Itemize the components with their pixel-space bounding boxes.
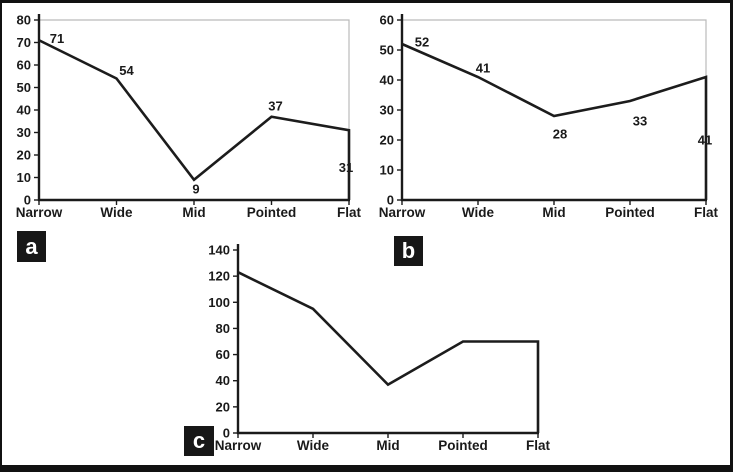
series-line-a xyxy=(38,39,351,200)
x-category-label: Pointed xyxy=(605,205,655,220)
y-tick-label: 20 xyxy=(380,133,394,148)
data-label-b-mid: 28 xyxy=(553,127,567,142)
y-tick-label: 60 xyxy=(380,13,394,28)
y-tick-label: 0 xyxy=(223,426,230,441)
y-tick-label: 40 xyxy=(17,103,31,118)
data-label-a-narrow: 71 xyxy=(50,31,64,46)
y-tick-label: 140 xyxy=(208,243,230,258)
panel-label-a-text: a xyxy=(25,233,38,259)
y-tick-label: 10 xyxy=(17,170,31,185)
y-tick-label: 40 xyxy=(216,373,230,388)
data-label-b-narrow: 52 xyxy=(415,35,429,50)
data-label-a-mid: 9 xyxy=(192,181,199,196)
x-category-label: Mid xyxy=(182,205,205,220)
x-category-label: Narrow xyxy=(215,438,262,453)
panel-label-c-text: c xyxy=(192,428,206,453)
x-category-label: Mid xyxy=(376,438,399,453)
series-line-b xyxy=(401,42,708,200)
x-category-label: Flat xyxy=(694,205,719,220)
x-category-label: Flat xyxy=(526,438,551,453)
y-tick-label: 20 xyxy=(216,399,230,414)
data-label-b-wide: 41 xyxy=(476,61,490,76)
y-tick-label: 80 xyxy=(216,321,230,336)
y-tick-label: 60 xyxy=(216,347,230,362)
data-label-b-flat: 41 xyxy=(698,133,712,148)
y-tick-label: 30 xyxy=(17,125,31,140)
y-tick-label: 70 xyxy=(17,35,31,50)
y-tick-label: 30 xyxy=(380,103,394,118)
y-tick-label: 50 xyxy=(380,43,394,58)
y-tick-label: 100 xyxy=(208,295,230,310)
x-category-label: Wide xyxy=(100,205,133,220)
x-category-label: Mid xyxy=(542,205,565,220)
x-category-label: Wide xyxy=(462,205,495,220)
y-tick-label: 0 xyxy=(387,193,394,208)
y-tick-label: 60 xyxy=(17,58,31,73)
y-tick-label: 20 xyxy=(17,148,31,163)
y-tick-label: 10 xyxy=(380,163,394,178)
panel-label-a: a xyxy=(17,231,46,262)
x-category-label: Pointed xyxy=(247,205,297,220)
plot-border-b xyxy=(402,19,707,200)
data-label-a-flat: 31 xyxy=(339,160,353,175)
x-category-label: Narrow xyxy=(16,205,63,220)
y-tick-label: 0 xyxy=(24,193,31,208)
data-label-a-wide: 54 xyxy=(119,63,134,78)
series-line-c xyxy=(237,271,540,433)
data-label-a-pointed: 37 xyxy=(268,98,282,113)
y-tick-label: 120 xyxy=(208,269,230,284)
y-tick-label: 50 xyxy=(17,80,31,95)
x-category-label: Wide xyxy=(297,438,330,453)
panel-label-b: b xyxy=(394,236,423,266)
panel-label-b-text: b xyxy=(401,238,416,263)
plot-border-a xyxy=(39,19,350,200)
y-tick-label: 80 xyxy=(17,13,31,28)
data-label-b-pointed: 33 xyxy=(633,114,647,129)
x-category-label: Flat xyxy=(337,205,362,220)
panel-label-c: c xyxy=(184,426,214,456)
y-tick-label: 40 xyxy=(380,73,394,88)
x-category-label: Pointed xyxy=(438,438,488,453)
x-category-label: Narrow xyxy=(379,205,426,220)
